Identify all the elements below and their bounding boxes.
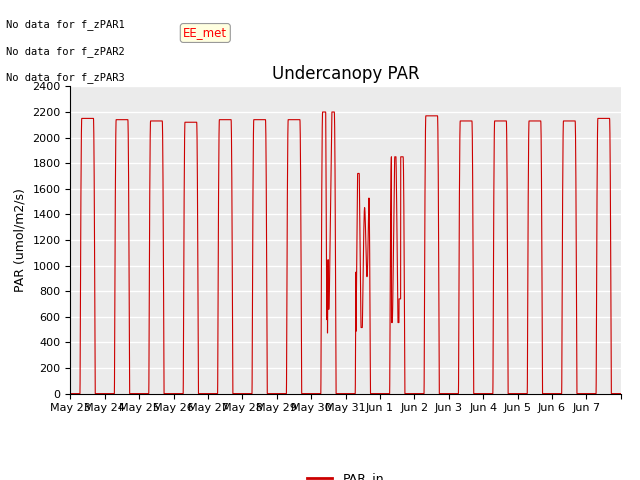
Legend: PAR_in: PAR_in <box>302 468 389 480</box>
Text: No data for f_zPAR1: No data for f_zPAR1 <box>6 19 125 30</box>
Text: No data for f_zPAR3: No data for f_zPAR3 <box>6 72 125 83</box>
Text: EE_met: EE_met <box>183 26 227 39</box>
Y-axis label: PAR (umol/m2/s): PAR (umol/m2/s) <box>14 188 27 292</box>
Title: Undercanopy PAR: Undercanopy PAR <box>272 65 419 84</box>
Text: No data for f_zPAR2: No data for f_zPAR2 <box>6 46 125 57</box>
